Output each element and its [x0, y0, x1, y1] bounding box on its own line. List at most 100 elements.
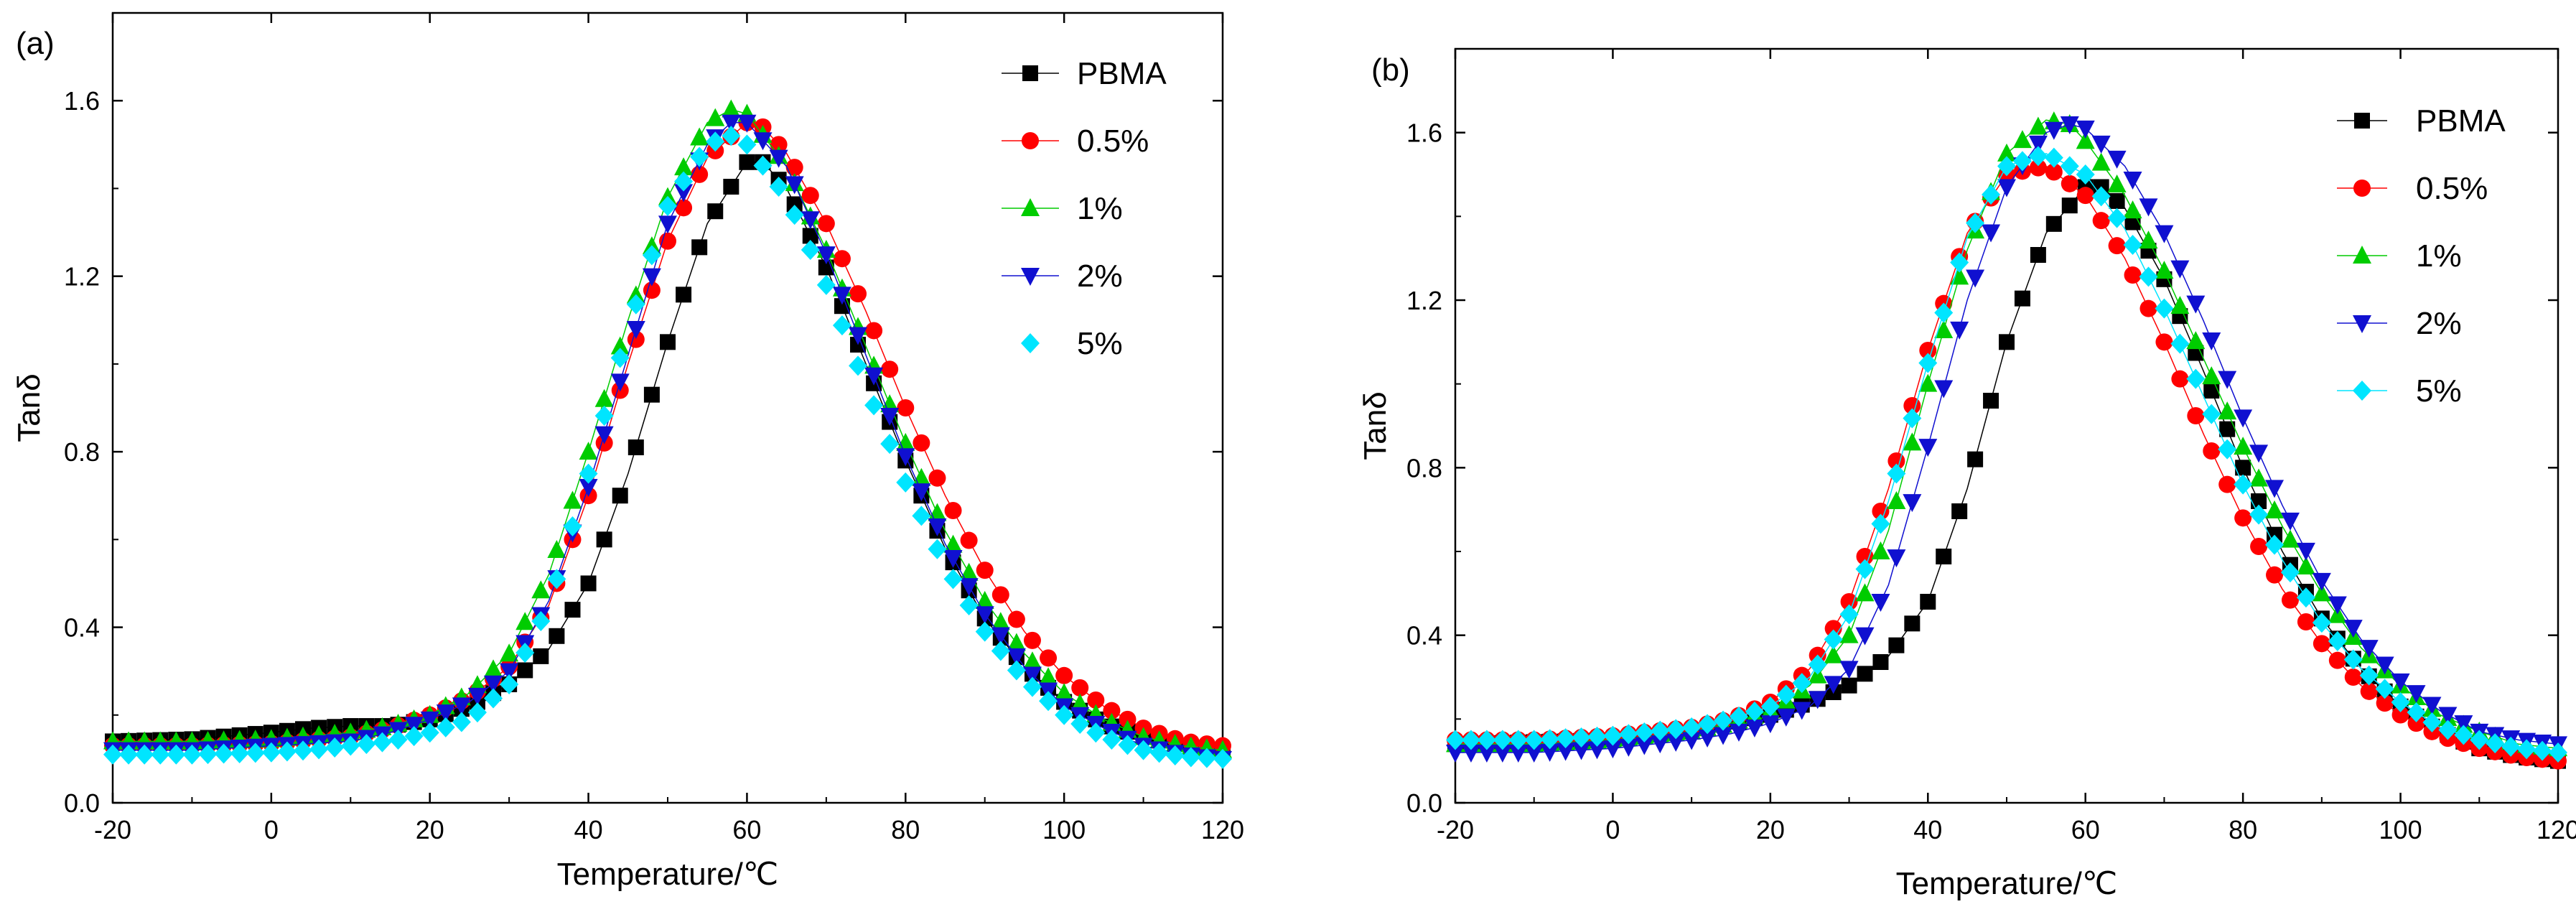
data-point	[1055, 666, 1073, 684]
data-point	[2375, 656, 2394, 675]
data-point	[2012, 151, 2032, 172]
data-point	[1729, 723, 1748, 742]
data-point	[2312, 572, 2331, 591]
data-point	[2266, 566, 2284, 584]
data-point	[2155, 298, 2174, 319]
data-point	[1966, 213, 1985, 233]
data-point	[579, 479, 598, 497]
data-point	[1918, 439, 1938, 457]
data-point	[2028, 146, 2048, 167]
data-point	[2218, 439, 2237, 460]
data-point	[564, 602, 581, 618]
data-point	[975, 621, 994, 642]
legend-marker	[2353, 315, 2371, 333]
data-point	[2234, 409, 2253, 428]
data-point	[2344, 669, 2362, 686]
data-point	[675, 199, 693, 217]
data-point	[325, 737, 345, 758]
data-point	[896, 432, 915, 451]
legend-marker	[1021, 333, 1040, 353]
data-point	[531, 611, 551, 631]
data-point	[1934, 380, 1954, 399]
data-point	[1181, 747, 1200, 768]
data-point	[2045, 215, 2062, 232]
data-point	[1493, 730, 1512, 750]
data-point	[2249, 444, 2269, 463]
y-tick-label: 0.4	[1406, 621, 1442, 651]
data-point	[1950, 266, 1969, 285]
data-point	[739, 154, 755, 170]
data-point	[1918, 353, 1938, 373]
data-point	[642, 245, 661, 266]
data-point	[674, 157, 694, 176]
legend-label: 0.5%	[1077, 124, 1149, 159]
data-point	[1997, 143, 2016, 162]
data-point	[2123, 200, 2142, 219]
data-point	[769, 149, 788, 168]
series-1pct	[1446, 111, 2567, 757]
data-point	[1760, 696, 1780, 717]
data-point	[785, 176, 804, 195]
data-point	[1022, 651, 1042, 670]
data-point	[975, 606, 994, 625]
data-point	[912, 483, 931, 502]
data-point	[2108, 237, 2126, 255]
data-point	[2218, 401, 2237, 420]
data-point	[833, 250, 851, 268]
data-point	[1967, 451, 1984, 467]
data-point	[2091, 152, 2111, 171]
data-point	[341, 735, 360, 756]
data-point	[1855, 559, 1875, 579]
data-point	[1477, 745, 1496, 763]
data-point	[246, 742, 265, 763]
data-point	[2012, 130, 2032, 149]
data-point	[500, 663, 519, 681]
data-point	[943, 534, 963, 553]
data-point	[2359, 665, 2379, 686]
data-point	[1950, 321, 1969, 340]
data-point	[517, 662, 533, 679]
data-point	[2187, 407, 2205, 424]
series-5pct	[103, 126, 1232, 769]
data-point	[944, 502, 962, 519]
data-point	[2028, 135, 2048, 154]
data-point	[1055, 683, 1074, 702]
data-point	[723, 179, 739, 195]
data-point	[643, 386, 660, 403]
data-point	[2251, 493, 2267, 509]
data-point	[294, 740, 313, 761]
data-point	[643, 281, 661, 299]
data-point	[2186, 295, 2206, 314]
data-point	[1619, 738, 1638, 757]
data-point	[404, 717, 424, 735]
data-point	[167, 744, 186, 765]
data-point	[1007, 610, 1025, 628]
data-point	[1934, 320, 1954, 338]
data-point	[2391, 706, 2409, 724]
legend-label: 5%	[1077, 326, 1123, 361]
data-point	[1745, 701, 1764, 722]
data-point	[1666, 719, 1686, 740]
data-point	[1839, 604, 1859, 625]
data-point	[2343, 620, 2363, 638]
data-point	[880, 408, 900, 426]
data-point	[579, 463, 598, 484]
data-point	[2328, 651, 2346, 669]
data-point	[1808, 654, 1827, 675]
data-point	[991, 586, 1009, 604]
data-point	[404, 726, 424, 747]
y-tick-label: 0.4	[64, 613, 100, 643]
legend-marker	[1021, 198, 1040, 216]
data-point	[1118, 735, 1137, 755]
data-point	[864, 367, 884, 386]
legend-label: PBMA	[1077, 56, 1167, 91]
data-point	[119, 744, 139, 765]
data-point	[1039, 691, 1058, 712]
data-point	[198, 744, 218, 765]
series-2pct	[1446, 116, 2567, 763]
data-point	[2124, 266, 2142, 284]
data-point	[2155, 225, 2174, 243]
data-point	[2312, 583, 2331, 602]
x-tick-label: 20	[416, 815, 444, 844]
data-point	[1007, 648, 1026, 666]
